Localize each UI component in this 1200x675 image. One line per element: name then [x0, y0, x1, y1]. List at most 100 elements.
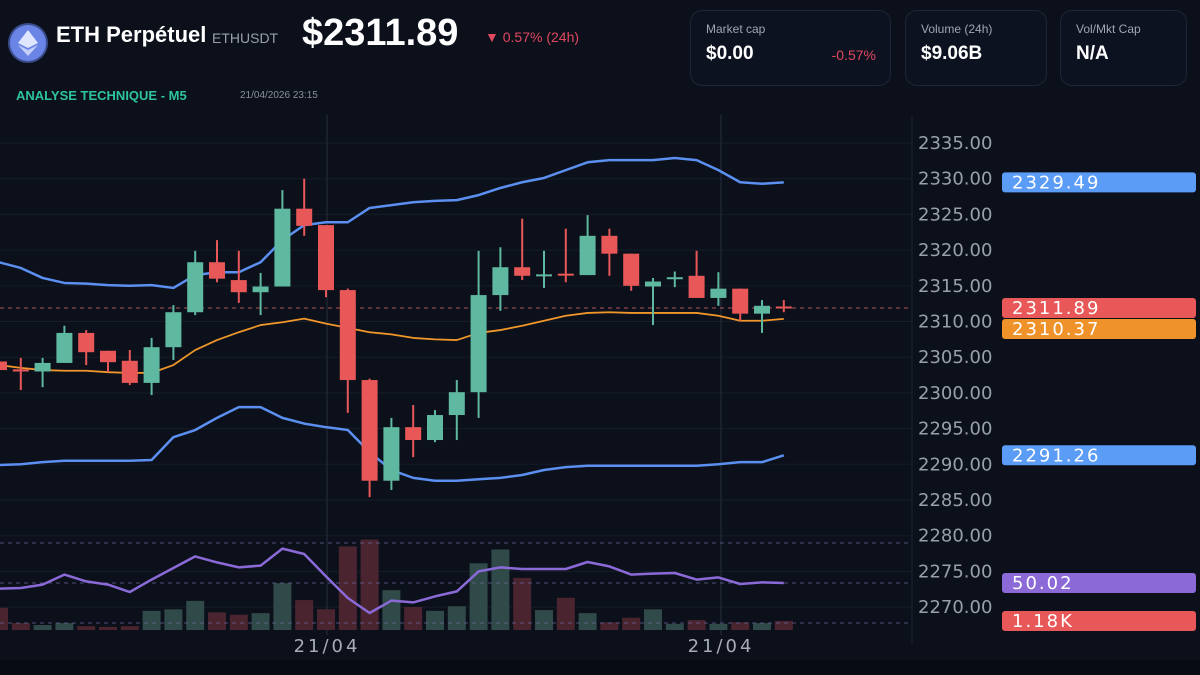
- price-tag-text: 2311.89: [1012, 298, 1100, 319]
- candle: [0, 361, 7, 371]
- volume-bar: [404, 607, 423, 630]
- candle-body: [448, 392, 465, 416]
- y-axis-tick-label: 2305.00: [918, 347, 992, 368]
- volume-bar: [33, 625, 52, 630]
- candle-body: [688, 275, 705, 298]
- y-axis-tick-label: 2270.00: [918, 597, 992, 618]
- candle-body: [470, 295, 487, 393]
- y-axis-tick-label: 2275.00: [918, 561, 992, 582]
- volume-bar: [0, 607, 8, 630]
- candle: [492, 247, 509, 311]
- price-tag-bg: [1002, 445, 1196, 466]
- volume-bar: [774, 620, 793, 630]
- price-change-24h: ▼ 0.57% (24h): [485, 29, 580, 45]
- candle-body: [514, 267, 531, 276]
- candle-body: [536, 274, 552, 277]
- y-axis-tick-label: 2315.00: [918, 276, 992, 297]
- volume-bar: [709, 623, 728, 630]
- price-tag: 2291.26: [1002, 445, 1196, 466]
- y-axis-tick-label: 2300.00: [918, 383, 992, 404]
- candle: [427, 410, 443, 443]
- volume-bar: [338, 546, 357, 630]
- candle-body: [361, 380, 378, 481]
- volume-value-tag-text: 1.18K: [1012, 611, 1074, 632]
- candle: [732, 288, 749, 321]
- candle-body: [187, 262, 204, 313]
- candle: [775, 300, 792, 313]
- volume-bar: [447, 606, 466, 630]
- volume-bar: [208, 612, 226, 630]
- volume-value-tag-bg: [1002, 611, 1196, 631]
- y-axis-tick-label: 2310.00: [918, 312, 992, 333]
- candle-body: [121, 360, 138, 383]
- candle-body: [405, 427, 422, 441]
- candle: [470, 250, 487, 418]
- price-tag: 2311.89: [1002, 298, 1196, 319]
- volume-bar: [687, 620, 706, 630]
- volume-bar: [186, 600, 205, 630]
- volume-bar: [556, 597, 575, 630]
- asset-ticker: ETHUSDT: [212, 30, 279, 46]
- vol-mkt-cap-card: Vol/Mkt Cap N/A: [1060, 10, 1187, 86]
- volume-bar: [55, 623, 74, 630]
- candle: [296, 178, 313, 236]
- candle-body: [339, 290, 356, 381]
- rsi-value-tag-bg: [1002, 573, 1196, 593]
- volume-bar: [491, 549, 510, 630]
- volume-bar: [77, 626, 96, 630]
- candle: [754, 300, 770, 333]
- candle: [318, 225, 334, 298]
- volume-bar: [11, 623, 30, 630]
- price-tag: 2310.37: [1002, 319, 1196, 340]
- candle: [557, 228, 574, 283]
- market-cap-label: Market cap: [706, 22, 766, 36]
- candle: [645, 277, 661, 326]
- volume-bar: [644, 609, 662, 630]
- volume-bar: [229, 614, 248, 630]
- candle-body: [710, 288, 727, 298]
- y-axis-tick-label: 2320.00: [918, 240, 992, 261]
- candle-body: [78, 332, 95, 353]
- price-tag-bg: [1002, 172, 1196, 193]
- volume-bar: [142, 610, 161, 630]
- candle: [710, 272, 727, 306]
- price-tag-text: 2329.49: [1012, 172, 1100, 193]
- market-cap-card: Market cap $0.00 -0.57%: [690, 10, 891, 86]
- candle: [383, 417, 400, 491]
- volume-bar: [731, 622, 750, 630]
- candle: [536, 250, 552, 288]
- candle: [187, 250, 204, 316]
- y-axis-tick-label: 2335.00: [918, 133, 992, 154]
- candle: [252, 272, 269, 316]
- y-axis-tick-label: 2330.00: [918, 169, 992, 190]
- y-axis-tick-label: 2280.00: [918, 526, 992, 547]
- bottom-bar: [0, 660, 1200, 675]
- y-axis-tick-label: 2285.00: [918, 490, 992, 511]
- candle-body: [230, 280, 247, 293]
- candle-body: [579, 235, 596, 276]
- price-tag-bg: [1002, 319, 1196, 340]
- candle: [230, 250, 247, 303]
- price-tag-text: 2291.26: [1012, 445, 1100, 466]
- volume-bar: [164, 609, 183, 630]
- candle-body: [645, 281, 661, 287]
- candle-body: [296, 208, 313, 226]
- candle: [12, 357, 29, 391]
- asset-title: ETH Perpétuel: [56, 22, 207, 47]
- candle-body: [492, 267, 509, 296]
- candle-body: [100, 350, 116, 363]
- candle: [514, 218, 531, 281]
- volume-bar: [665, 623, 684, 630]
- candle-body: [601, 235, 618, 254]
- candle: [579, 215, 596, 276]
- candle: [666, 271, 683, 288]
- candle: [688, 250, 705, 298]
- price-chart[interactable]: 2335.00 2330.00 2325.00 2320.00 2315.00 2310.…: [0, 115, 1200, 660]
- current-price: $2311.89: [302, 12, 459, 54]
- rsi-line: [0, 547, 784, 615]
- candle: [56, 325, 73, 363]
- candle: [274, 190, 291, 287]
- candle-body: [12, 369, 29, 372]
- volume-value: $9.06B: [921, 43, 983, 64]
- volume-bar: [535, 610, 553, 630]
